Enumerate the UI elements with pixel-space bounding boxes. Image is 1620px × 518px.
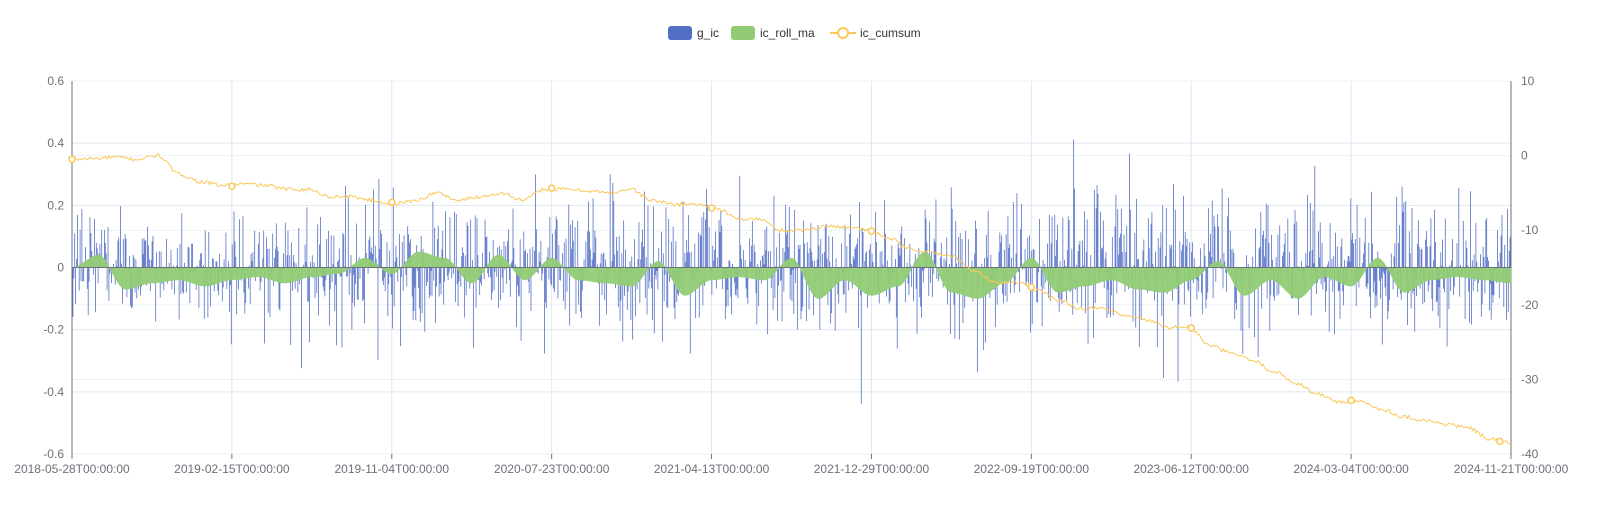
left-tick-label: 0.2	[47, 198, 64, 212]
ic-cumsum-marker	[1187, 324, 1195, 332]
left-tick-label: -0.6	[43, 447, 64, 461]
grid	[71, 80, 1512, 455]
left-tick-label: -0.4	[43, 385, 64, 399]
legend[interactable]: g_ic ic_roll_ma ic_cumsum	[668, 26, 921, 40]
ic-cumsum-marker	[707, 204, 716, 212]
legend-label-g-ic: g_ic	[697, 26, 719, 40]
x-tick-label: 2018-05-28T00:00:00	[14, 462, 130, 476]
right-y-axis: 10 0 -10 -20 -30 -40	[1510, 74, 1539, 461]
ic-roll-ma-area-path	[71, 251, 1512, 299]
legend-label-ic-cumsum: ic_cumsum	[860, 26, 921, 40]
right-tick-label: -10	[1521, 223, 1539, 237]
legend-marker-ic-cumsum	[837, 27, 849, 39]
right-tick-label: -40	[1521, 447, 1539, 461]
x-tick-label: 2024-11-21T00:00:00	[1454, 462, 1569, 476]
right-tick-label: -20	[1521, 298, 1539, 312]
ic-cumsum-marker	[1347, 396, 1355, 405]
ic-cumsum-marker	[547, 184, 556, 192]
g-ic-bars	[71, 139, 1512, 404]
x-tick-label: 2019-11-04T00:00:00	[335, 462, 450, 476]
x-tick-label: 2021-12-29T00:00:00	[814, 462, 930, 476]
legend-label-ic-roll-ma: ic_roll_ma	[760, 26, 815, 40]
legend-item-ic-cumsum[interactable]: ic_cumsum	[830, 26, 921, 40]
left-y-axis: 0.6 0.4 0.2 0 -0.2 -0.4 -0.6	[43, 74, 73, 461]
left-tick-label: 0	[57, 261, 64, 275]
x-tick-label: 2020-07-23T00:00:00	[494, 462, 610, 476]
ic-cumsum-series	[68, 153, 1512, 446]
x-tick-label: 2019-02-15T00:00:00	[174, 462, 290, 476]
ic-cumsum-marker	[68, 155, 76, 163]
ic-cumsum-marker	[388, 198, 396, 207]
right-tick-label: -30	[1521, 372, 1539, 386]
right-tick-label: 0	[1521, 149, 1528, 163]
legend-item-g-ic[interactable]: g_ic	[668, 26, 719, 40]
x-tick-label: 2024-03-04T00:00:00	[1293, 462, 1409, 476]
left-tick-label: 0.6	[47, 74, 64, 88]
ic-roll-ma-area	[71, 251, 1512, 299]
right-tick-label: 10	[1521, 74, 1535, 88]
legend-item-ic-roll-ma[interactable]: ic_roll_ma	[731, 26, 815, 40]
legend-swatch-ic-roll-ma	[731, 26, 755, 40]
legend-swatch-g-ic	[668, 26, 692, 40]
x-tick-label: 2022-09-19T00:00:00	[974, 462, 1090, 476]
x-tick-label: 2021-04-13T00:00:00	[654, 462, 770, 476]
left-tick-label: 0.4	[47, 136, 64, 150]
x-axis: 2018-05-28T00:00:00 2019-02-15T00:00:00 20…	[14, 454, 1569, 476]
left-tick-label: -0.2	[43, 323, 64, 337]
ic-cumsum-marker	[867, 227, 876, 235]
ic-cumsum-marker	[228, 182, 236, 190]
ic-cumsum-marker	[1496, 437, 1504, 446]
ic-cumsum-line	[71, 153, 1512, 445]
ic-cumsum-marker	[1027, 283, 1036, 291]
x-tick-label: 2023-06-12T00:00:00	[1134, 462, 1250, 476]
